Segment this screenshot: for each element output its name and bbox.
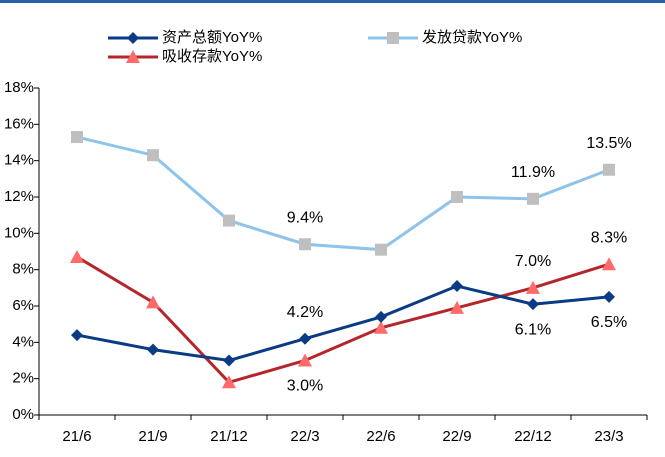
y-tick-label: 6% <box>12 297 34 314</box>
data-label: 9.4% <box>287 209 323 226</box>
y-tick-label: 18% <box>4 79 34 96</box>
data-label: 7.0% <box>515 253 551 270</box>
series-line <box>76 255 610 384</box>
marker <box>223 354 235 367</box>
x-tick-label: 22/9 <box>442 428 471 445</box>
legend-label: 发放贷款YoY% <box>422 29 522 46</box>
y-tick-label: 16% <box>4 115 34 132</box>
legend-marker <box>126 50 140 63</box>
marker <box>374 320 388 334</box>
marker <box>299 332 311 345</box>
marker <box>603 290 615 303</box>
marker <box>451 191 463 203</box>
marker <box>527 298 539 311</box>
marker <box>222 375 236 389</box>
y-tick-label: 10% <box>4 224 34 241</box>
y-tick-label: 12% <box>4 188 34 205</box>
marker <box>71 131 83 144</box>
data-label: 11.9% <box>511 164 555 181</box>
y-tick-label: 14% <box>4 152 34 169</box>
y-tick-label: 2% <box>12 370 34 387</box>
y-tick-label: 8% <box>12 261 34 278</box>
legend-label: 吸收存款YoY% <box>162 48 262 65</box>
marker <box>375 243 387 256</box>
x-tick-label: 21/9 <box>138 428 167 445</box>
legend-marker <box>387 32 399 44</box>
marker <box>147 343 159 356</box>
data-label: 3.0% <box>287 378 323 395</box>
series-line <box>76 284 610 363</box>
series-line <box>76 135 610 252</box>
marker <box>147 149 159 162</box>
marker <box>71 329 83 342</box>
y-tick-label: 0% <box>12 406 34 423</box>
data-label: 6.5% <box>591 314 627 331</box>
x-tick-label: 21/12 <box>210 428 248 445</box>
legend-marker <box>127 32 139 44</box>
data-label: 13.5% <box>586 135 631 152</box>
marker <box>70 249 84 263</box>
marker <box>223 214 235 227</box>
marker <box>603 163 615 176</box>
marker <box>527 192 539 205</box>
marker <box>526 280 540 294</box>
top-border <box>0 0 665 3</box>
marker <box>450 300 464 314</box>
x-tick-label: 23/3 <box>594 428 623 445</box>
data-label: 8.3% <box>591 229 627 246</box>
x-tick-label: 22/6 <box>366 428 395 445</box>
marker <box>299 238 311 251</box>
marker <box>451 280 463 293</box>
legend-label: 资产总额YoY% <box>162 29 262 46</box>
x-tick-label: 21/6 <box>62 428 91 445</box>
x-tick-label: 22/3 <box>290 428 319 445</box>
data-label: 6.1% <box>515 321 551 338</box>
marker <box>602 257 616 271</box>
data-label: 4.2% <box>287 304 323 321</box>
y-tick-label: 4% <box>12 333 34 350</box>
x-tick-label: 22/12 <box>514 428 552 445</box>
marker <box>298 353 312 367</box>
marker <box>375 310 387 323</box>
marker <box>146 295 160 309</box>
